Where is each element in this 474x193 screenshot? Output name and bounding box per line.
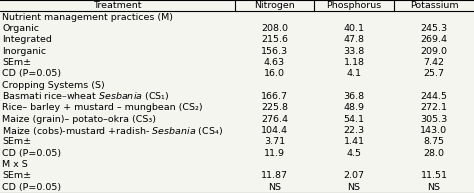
Text: 7.42: 7.42 [423, 58, 445, 67]
Text: 47.8: 47.8 [344, 35, 365, 44]
Text: 166.7: 166.7 [261, 92, 288, 101]
Text: 22.3: 22.3 [344, 126, 365, 135]
Text: Cropping Systems (S): Cropping Systems (S) [2, 81, 105, 90]
Text: 225.8: 225.8 [261, 103, 288, 112]
Text: Maize (cobs)-mustard +radish- $\it{Sesbania}$ (CS₄): Maize (cobs)-mustard +radish- $\it{Sesba… [2, 124, 223, 137]
Text: SEm±: SEm± [2, 58, 31, 67]
Text: 104.4: 104.4 [261, 126, 288, 135]
Text: CD (P=0.05): CD (P=0.05) [2, 183, 62, 192]
Text: 208.0: 208.0 [261, 24, 288, 33]
Text: Phosphorus: Phosphorus [327, 1, 382, 10]
Text: 48.9: 48.9 [344, 103, 365, 112]
Text: 4.63: 4.63 [264, 58, 285, 67]
Text: Nitrogen: Nitrogen [254, 1, 295, 10]
Text: Basmati rice–wheat $\it{Sesbania}$ (CS₁): Basmati rice–wheat $\it{Sesbania}$ (CS₁) [2, 91, 170, 102]
Text: NS: NS [268, 183, 281, 192]
Text: 16.0: 16.0 [264, 69, 285, 78]
Text: 8.75: 8.75 [423, 137, 445, 146]
Text: 305.3: 305.3 [420, 115, 447, 124]
Text: Organic: Organic [2, 24, 39, 33]
Text: 33.8: 33.8 [344, 47, 365, 56]
Text: 4.5: 4.5 [346, 149, 362, 158]
Text: Inorganic: Inorganic [2, 47, 46, 56]
Text: 11.9: 11.9 [264, 149, 285, 158]
Text: SEm±: SEm± [2, 171, 31, 180]
Text: SEm±: SEm± [2, 137, 31, 146]
Text: 28.0: 28.0 [423, 149, 445, 158]
Text: 2.07: 2.07 [344, 171, 365, 180]
Text: CD (P=0.05): CD (P=0.05) [2, 149, 62, 158]
Text: Nutrient management practices (M): Nutrient management practices (M) [2, 13, 173, 22]
Text: 25.7: 25.7 [423, 69, 445, 78]
Text: Rice– barley + mustard – mungbean (CS₂): Rice– barley + mustard – mungbean (CS₂) [2, 103, 203, 112]
Text: 276.4: 276.4 [261, 115, 288, 124]
Text: 1.41: 1.41 [344, 137, 365, 146]
Text: NS: NS [347, 183, 361, 192]
Text: 11.51: 11.51 [420, 171, 447, 180]
Text: 215.6: 215.6 [261, 35, 288, 44]
Text: Treatment: Treatment [93, 1, 142, 10]
Text: 3.71: 3.71 [264, 137, 285, 146]
Text: 269.4: 269.4 [420, 35, 447, 44]
Text: 245.3: 245.3 [420, 24, 447, 33]
Text: NS: NS [428, 183, 440, 192]
Text: 36.8: 36.8 [344, 92, 365, 101]
Text: M x S: M x S [2, 160, 28, 169]
Text: CD (P=0.05): CD (P=0.05) [2, 69, 62, 78]
Text: Maize (grain)– potato–okra (CS₃): Maize (grain)– potato–okra (CS₃) [2, 115, 156, 124]
Text: 1.18: 1.18 [344, 58, 365, 67]
Text: 143.0: 143.0 [420, 126, 447, 135]
Text: 272.1: 272.1 [420, 103, 447, 112]
Text: 209.0: 209.0 [420, 47, 447, 56]
Text: 40.1: 40.1 [344, 24, 365, 33]
Text: 4.1: 4.1 [346, 69, 362, 78]
Text: 156.3: 156.3 [261, 47, 288, 56]
Text: Integrated: Integrated [2, 35, 52, 44]
Text: 54.1: 54.1 [344, 115, 365, 124]
Text: 244.5: 244.5 [420, 92, 447, 101]
Text: Potassium: Potassium [410, 1, 458, 10]
Text: 11.87: 11.87 [261, 171, 288, 180]
